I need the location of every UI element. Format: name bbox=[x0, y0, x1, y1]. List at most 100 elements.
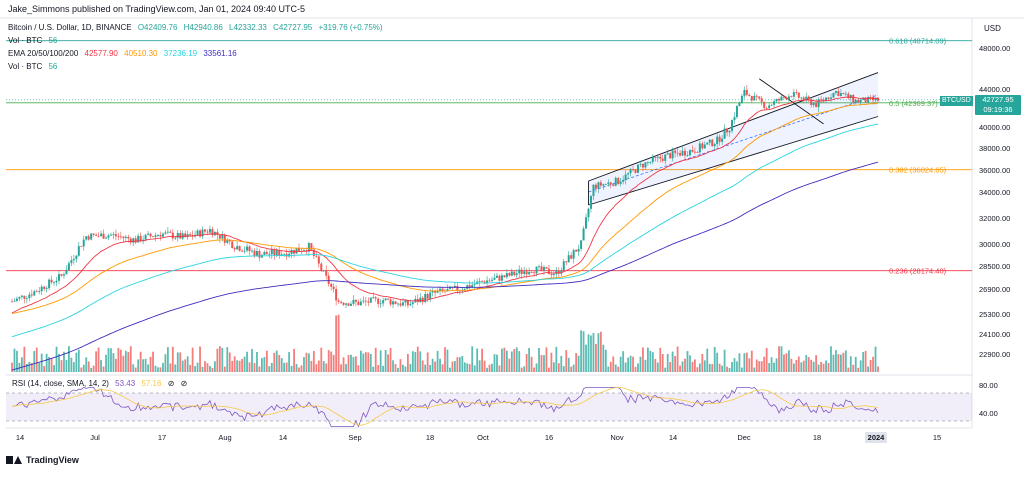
volume-bar bbox=[599, 331, 602, 372]
candle-body bbox=[169, 231, 172, 233]
rsi-legend[interactable]: RSI (14, close, SMA, 14, 2) 53.43 57.16 … bbox=[12, 379, 191, 388]
ema-legend[interactable]: EMA 20/50/100/200 42577.90 40510.30 3723… bbox=[8, 48, 241, 59]
volume-bar bbox=[308, 353, 310, 372]
channel-upper-line[interactable] bbox=[588, 72, 879, 182]
volume-bar bbox=[63, 351, 65, 372]
volume-bar bbox=[166, 347, 169, 372]
candle-body bbox=[453, 285, 456, 288]
volume-bar bbox=[540, 354, 543, 372]
candle-body bbox=[599, 182, 602, 186]
volume-bar bbox=[679, 365, 681, 372]
rsi-value: 53.43 bbox=[115, 379, 136, 388]
candle-body bbox=[161, 233, 164, 237]
price-axis-label: 22900.00 bbox=[979, 350, 1010, 359]
hidden-icon-2[interactable]: ⊘ bbox=[180, 379, 188, 388]
volume-legend-1[interactable]: Vol · BTC 56 bbox=[8, 35, 61, 46]
volume-bar bbox=[105, 354, 107, 372]
time-axis-label: 17 bbox=[158, 433, 166, 442]
volume-bar bbox=[196, 362, 199, 372]
volume-bar bbox=[261, 358, 263, 372]
volume-bar bbox=[755, 359, 758, 372]
volume-bar bbox=[80, 367, 83, 372]
volume-bar bbox=[505, 350, 508, 372]
candle-body bbox=[822, 99, 825, 101]
candle-body bbox=[815, 103, 818, 108]
volume-bar bbox=[379, 350, 382, 372]
volume-bar bbox=[827, 362, 830, 372]
candle-body bbox=[698, 143, 701, 153]
wedge-line[interactable] bbox=[758, 78, 824, 125]
volume-bar bbox=[726, 366, 728, 372]
volume-bar bbox=[797, 356, 800, 372]
candle-body bbox=[164, 232, 167, 234]
candle-body bbox=[394, 301, 397, 304]
candle-body bbox=[763, 101, 766, 108]
candle-body bbox=[429, 292, 432, 299]
candle-body bbox=[780, 96, 783, 101]
candle-body bbox=[827, 97, 830, 99]
candle-body bbox=[510, 271, 513, 276]
volume-bar bbox=[775, 358, 778, 372]
candle-body bbox=[70, 260, 73, 264]
time-axis-current-label: 2024 bbox=[868, 433, 886, 442]
rsi-axis-label: 80.00 bbox=[979, 381, 998, 390]
volume-bar bbox=[609, 361, 612, 372]
volume-bar bbox=[656, 362, 659, 372]
volume-bar bbox=[300, 365, 303, 372]
candle-body bbox=[785, 97, 788, 100]
volume-bar bbox=[449, 367, 451, 372]
candle-body bbox=[718, 136, 721, 142]
volume-bar bbox=[651, 352, 654, 372]
hidden-icon[interactable]: ⊘ bbox=[167, 379, 175, 388]
candle-body bbox=[817, 99, 820, 108]
ohlc-low: L42332.33 bbox=[229, 23, 267, 32]
volume-bar bbox=[335, 315, 338, 372]
candle-body bbox=[65, 269, 68, 275]
candle-body bbox=[812, 103, 815, 106]
candle-body bbox=[349, 303, 352, 306]
volume-bar bbox=[535, 363, 538, 372]
candle-body bbox=[661, 158, 664, 161]
volume-bar bbox=[703, 360, 706, 372]
volume-bar bbox=[473, 365, 476, 372]
volume-bar bbox=[243, 356, 246, 372]
candle-body bbox=[565, 261, 568, 263]
volume-bar bbox=[567, 357, 570, 372]
volume-bar bbox=[345, 364, 347, 372]
volume-bar bbox=[491, 363, 493, 372]
candle-body bbox=[587, 208, 590, 218]
candle-body bbox=[864, 97, 867, 103]
volume-bar bbox=[258, 366, 261, 372]
volume-bar bbox=[518, 351, 521, 372]
volume-bar bbox=[785, 353, 788, 372]
volume-bar bbox=[461, 356, 464, 372]
candle-body bbox=[396, 303, 399, 305]
channel-lower-line[interactable] bbox=[588, 116, 879, 206]
candle-body bbox=[166, 231, 169, 233]
volume-bar bbox=[18, 362, 21, 372]
volume-bar bbox=[38, 362, 41, 372]
volume-bar bbox=[60, 360, 63, 372]
volume-legend-2[interactable]: Vol · BTC 56 bbox=[8, 61, 61, 72]
symbol-legend[interactable]: Bitcoin / U.S. Dollar, 1D, BINANCE O4240… bbox=[8, 22, 387, 33]
candle-body bbox=[575, 250, 578, 252]
volume-bar bbox=[832, 354, 835, 372]
volume-bar bbox=[25, 363, 28, 372]
candle-body bbox=[30, 294, 33, 296]
candle-body bbox=[639, 164, 642, 165]
candle-body bbox=[557, 270, 560, 274]
candle-body bbox=[62, 274, 65, 276]
candle-body bbox=[320, 263, 323, 271]
current-date-highlight bbox=[865, 432, 887, 443]
candle-body bbox=[231, 241, 234, 248]
volume-bar bbox=[216, 348, 219, 372]
candle-body bbox=[473, 284, 476, 285]
candle-body bbox=[184, 233, 187, 238]
candle-body bbox=[310, 243, 313, 250]
candle-body bbox=[330, 283, 333, 287]
candle-body bbox=[367, 301, 370, 303]
volume-bar bbox=[627, 357, 629, 372]
volume-bar bbox=[763, 356, 766, 372]
